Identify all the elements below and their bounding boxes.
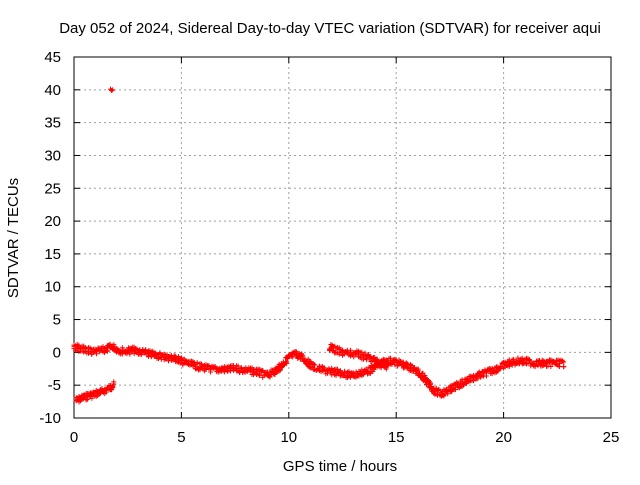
y-tick-label: 20 bbox=[44, 213, 61, 230]
x-tick-label: 5 bbox=[177, 429, 185, 446]
data-point bbox=[417, 371, 423, 377]
data-point bbox=[548, 364, 554, 370]
y-tick-label: -10 bbox=[39, 410, 61, 427]
data-point bbox=[428, 381, 434, 387]
data-point bbox=[392, 362, 398, 368]
data-point bbox=[334, 367, 340, 373]
data-point bbox=[284, 360, 290, 366]
x-tick-label: 10 bbox=[280, 429, 297, 446]
data-point bbox=[409, 362, 415, 368]
series-track-main bbox=[71, 341, 567, 399]
data-point bbox=[105, 348, 111, 354]
y-tick-label: 30 bbox=[44, 147, 61, 164]
data-point bbox=[111, 381, 117, 387]
data-point bbox=[383, 366, 389, 372]
data-point bbox=[208, 369, 214, 375]
series-track-secondary bbox=[327, 341, 391, 372]
chart-title: Day 052 of 2024, Sidereal Day-to-day VTE… bbox=[59, 20, 601, 37]
data-point bbox=[94, 351, 100, 357]
data-point bbox=[110, 87, 116, 93]
data-point bbox=[264, 369, 270, 375]
x-tick-label: 15 bbox=[388, 429, 405, 446]
data-point bbox=[561, 359, 567, 365]
data-point bbox=[405, 361, 411, 367]
data-point bbox=[436, 387, 442, 393]
y-tick-label: 45 bbox=[44, 49, 61, 66]
data-point bbox=[109, 87, 115, 93]
x-axis-label: GPS time / hours bbox=[283, 458, 397, 475]
y-tick-label: 25 bbox=[44, 180, 61, 197]
y-tick-label: 10 bbox=[44, 279, 61, 296]
data-series bbox=[71, 86, 567, 405]
data-point bbox=[103, 389, 109, 395]
data-point bbox=[561, 364, 567, 370]
data-point bbox=[290, 354, 296, 360]
y-tick-label: 5 bbox=[53, 312, 61, 329]
axis-ticks: 0 5 10 15 20 25 -10 -5 0 5 10 15 20 25 30 35 40 45 bbox=[39, 49, 619, 446]
data-point bbox=[452, 387, 458, 393]
y-tick-label: 15 bbox=[44, 246, 61, 263]
data-point bbox=[76, 342, 82, 348]
y-tick-label: 35 bbox=[44, 115, 61, 132]
data-point bbox=[235, 363, 241, 369]
data-point bbox=[475, 376, 481, 382]
data-point bbox=[360, 356, 366, 362]
data-point bbox=[221, 369, 227, 375]
data-point bbox=[385, 362, 391, 368]
data-point bbox=[483, 373, 489, 379]
x-tick-label: 20 bbox=[495, 429, 512, 446]
x-tick-label: 0 bbox=[70, 429, 78, 446]
y-axis-label: SDTVAR / TECUs bbox=[5, 178, 22, 298]
data-point bbox=[194, 360, 200, 366]
data-point bbox=[333, 371, 339, 377]
data-point bbox=[300, 353, 306, 359]
data-point bbox=[434, 391, 440, 397]
data-point bbox=[526, 358, 532, 364]
y-tick-label: 0 bbox=[53, 344, 61, 361]
data-point bbox=[400, 359, 406, 365]
y-tick-label: -5 bbox=[48, 377, 61, 394]
data-point bbox=[498, 364, 504, 370]
data-point bbox=[143, 347, 149, 353]
data-point bbox=[277, 367, 283, 373]
plot-frame bbox=[73, 56, 612, 419]
series-track-low-early bbox=[73, 379, 117, 405]
data-point bbox=[387, 355, 393, 361]
data-point bbox=[157, 350, 163, 356]
x-tick-label: 25 bbox=[603, 429, 620, 446]
data-point bbox=[312, 362, 318, 368]
data-point bbox=[364, 357, 370, 363]
data-point bbox=[85, 396, 91, 402]
series-outlier bbox=[108, 86, 116, 93]
data-point bbox=[348, 347, 354, 353]
y-tick-label: 40 bbox=[44, 82, 61, 99]
